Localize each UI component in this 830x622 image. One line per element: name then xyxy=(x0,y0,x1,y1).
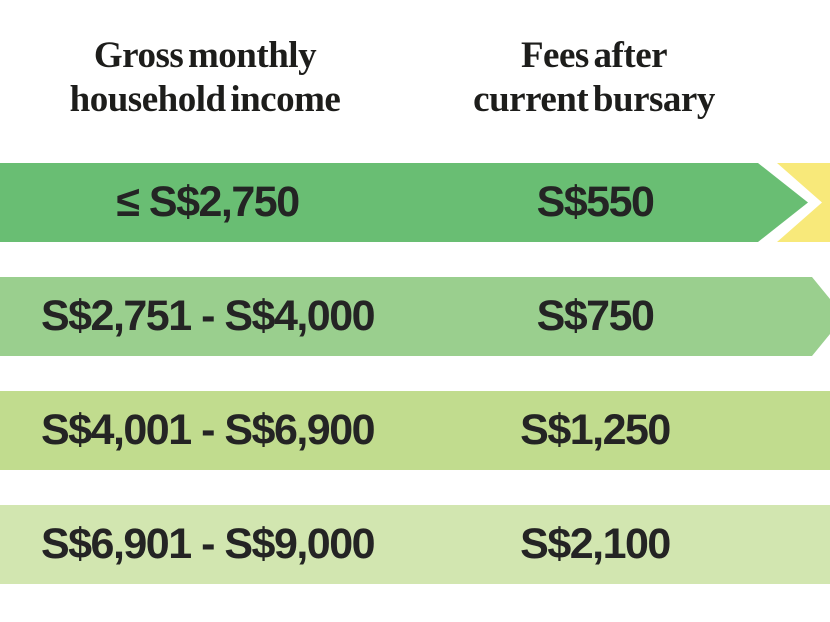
column-header-fees-line2: current bursary xyxy=(473,79,715,120)
income-cell: S$6,901 - S$9,000 xyxy=(40,520,376,568)
income-cell: S$2,751 - S$4,000 xyxy=(40,292,375,340)
table-row: S$6,901 - S$9,000 S$2,100 xyxy=(0,505,830,584)
row-bar: S$6,901 - S$9,000 S$2,100 xyxy=(0,505,830,584)
row-bar-arrow: ≤ S$2,750 S$550 xyxy=(0,163,808,242)
row-bar: S$4,001 - S$6,900 S$1,250 xyxy=(0,391,830,470)
table-row: ≤ S$2,750 S$550 xyxy=(0,163,830,242)
column-header-fees-line1: Fees after xyxy=(520,35,668,76)
income-cell: ≤ S$2,750 xyxy=(116,178,299,226)
fees-cell: S$1,250 xyxy=(520,406,671,454)
table-row: S$4,001 - S$6,900 S$1,250 xyxy=(0,391,830,470)
column-header-fees: Fees after current bursary xyxy=(410,34,778,134)
fees-cell: S$2,100 xyxy=(520,520,671,568)
table-row: S$2,751 - S$4,000 S$750 xyxy=(0,277,830,356)
column-header-income-line1: Gross monthly xyxy=(93,35,317,76)
column-header-income-line2: household income xyxy=(69,79,341,120)
income-cell: S$4,001 - S$6,900 xyxy=(40,406,376,454)
fees-cell: S$550 xyxy=(536,178,654,226)
row-bar: S$2,751 - S$4,000 S$750 xyxy=(0,277,830,356)
fees-cell: S$750 xyxy=(536,292,654,340)
table-header: Gross monthly household income Fees afte… xyxy=(0,34,830,134)
column-header-income: Gross monthly household income xyxy=(0,34,410,134)
